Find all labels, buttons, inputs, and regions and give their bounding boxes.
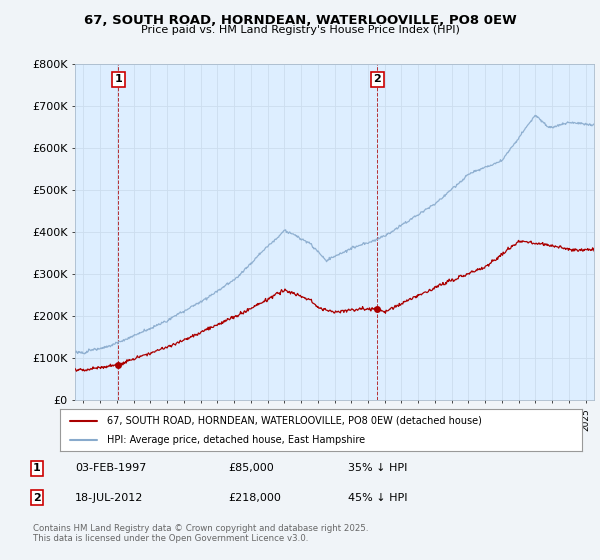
Text: 03-FEB-1997: 03-FEB-1997 bbox=[75, 463, 146, 473]
Text: Contains HM Land Registry data © Crown copyright and database right 2025.
This d: Contains HM Land Registry data © Crown c… bbox=[33, 524, 368, 543]
Text: 2: 2 bbox=[373, 74, 381, 85]
Text: £85,000: £85,000 bbox=[228, 463, 274, 473]
Text: 1: 1 bbox=[33, 463, 41, 473]
Text: 35% ↓ HPI: 35% ↓ HPI bbox=[348, 463, 407, 473]
Text: £218,000: £218,000 bbox=[228, 493, 281, 503]
Text: 67, SOUTH ROAD, HORNDEAN, WATERLOOVILLE, PO8 0EW: 67, SOUTH ROAD, HORNDEAN, WATERLOOVILLE,… bbox=[83, 14, 517, 27]
Text: HPI: Average price, detached house, East Hampshire: HPI: Average price, detached house, East… bbox=[107, 435, 365, 445]
Text: Price paid vs. HM Land Registry's House Price Index (HPI): Price paid vs. HM Land Registry's House … bbox=[140, 25, 460, 35]
Text: 1: 1 bbox=[115, 74, 122, 85]
Text: 18-JUL-2012: 18-JUL-2012 bbox=[75, 493, 143, 503]
Text: 2: 2 bbox=[33, 493, 41, 503]
Text: 45% ↓ HPI: 45% ↓ HPI bbox=[348, 493, 407, 503]
Text: 67, SOUTH ROAD, HORNDEAN, WATERLOOVILLE, PO8 0EW (detached house): 67, SOUTH ROAD, HORNDEAN, WATERLOOVILLE,… bbox=[107, 416, 482, 426]
